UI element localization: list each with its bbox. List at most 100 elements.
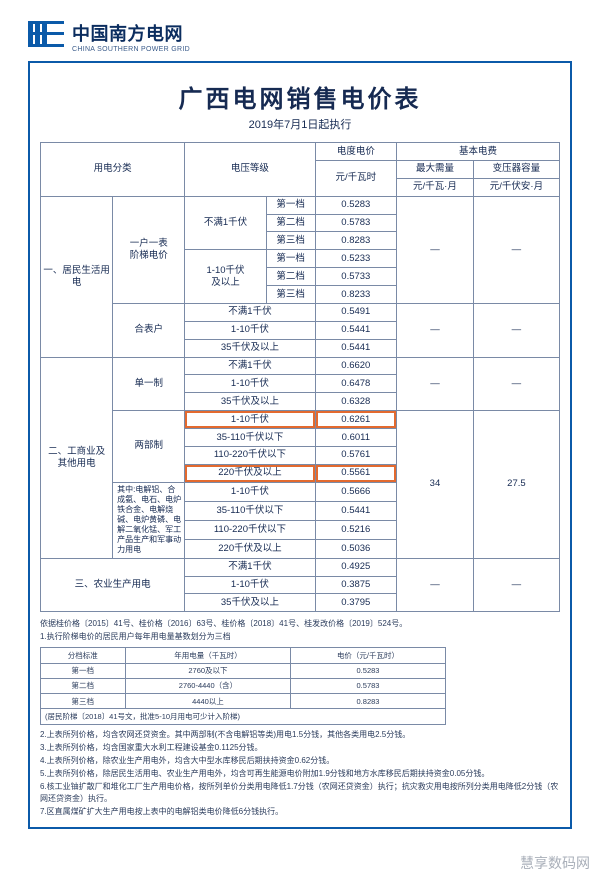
note6: 6.核工业铀扩散厂和堆化工厂生产用电价格，按所列单价分类用电降低1.7分钱（农网… xyxy=(40,781,560,805)
v: 220千伏及以上 xyxy=(185,539,315,558)
v: 110-220千伏以下 xyxy=(185,520,315,539)
t: 第一档 xyxy=(266,250,315,268)
p: 0.8233 xyxy=(315,286,396,304)
note5: 5.上表所列价格，除居民生活用电、农业生产用电外，均含可再生能源电价附加1.9分… xyxy=(40,768,560,780)
price-table: 用电分类 电压等级 电度电价 基本电费 元/千瓦时 最大需量 变压器容量 元/千… xyxy=(40,142,560,612)
footnotes: 依据桂价格〔2015〕41号、桂价格〔2016〕63号、桂价格〔2018〕41号… xyxy=(40,618,560,817)
dash: — xyxy=(473,303,559,357)
p: 0.5666 xyxy=(315,482,396,501)
hdr-category: 用电分类 xyxy=(41,143,185,197)
page-subtitle: 2019年7月1日起执行 xyxy=(40,116,560,132)
c: 0.8283 xyxy=(291,694,445,709)
t2h2: 年用电量（千瓦时） xyxy=(125,648,291,663)
c: 第一档 xyxy=(41,663,126,678)
hdr-basic: 基本电费 xyxy=(397,143,560,161)
c: 第二档 xyxy=(41,678,126,693)
v: 35千伏及以上 xyxy=(185,393,315,411)
v: 1-10千伏 xyxy=(185,321,315,339)
p: 0.5783 xyxy=(315,214,396,232)
v: 35千伏及以上 xyxy=(185,594,315,612)
v: 110-220千伏以下 xyxy=(185,446,315,464)
dash: — xyxy=(397,303,474,357)
hdr-trans: 变压器容量 xyxy=(473,160,559,178)
cat2-name: 二、工商业及其他用电 xyxy=(41,357,113,558)
hdr-trans-unit: 元/千伏安·月 xyxy=(473,178,559,196)
p: 0.3795 xyxy=(315,594,396,612)
dash: — xyxy=(473,558,559,612)
tier-table: 分档标准年用电量（千瓦时）电价（元/千瓦时） 第一档2760及以下0.5283 … xyxy=(40,647,446,724)
p: 0.4925 xyxy=(315,558,396,576)
t: 第三档 xyxy=(266,286,315,304)
c: 2760-4440（含） xyxy=(125,678,291,693)
v: 1-10千伏 xyxy=(185,576,315,594)
p: 0.5216 xyxy=(315,520,396,539)
v: 1-10千伏 xyxy=(185,375,315,393)
hdr-energy-unit: 元/千瓦时 xyxy=(315,160,396,196)
t: 第二档 xyxy=(266,268,315,286)
p: 0.6478 xyxy=(315,375,396,393)
c: 第三档 xyxy=(41,694,126,709)
logo-en: CHINA SOUTHERN POWER GRID xyxy=(72,46,190,53)
hdr-demand-unit: 元/千瓦·月 xyxy=(397,178,474,196)
r1-v2: 1-10千伏及以上 xyxy=(185,250,266,304)
note2: 2.上表所列价格，均含农网还贷资金。其中两部制(不含电解铝等类)用电1.5分钱，… xyxy=(40,729,560,741)
v: 不满1千伏 xyxy=(185,303,315,321)
p: 0.5441 xyxy=(315,501,396,520)
v: 35千伏及以上 xyxy=(185,339,315,357)
p: 0.5233 xyxy=(315,250,396,268)
dash: — xyxy=(397,558,474,612)
v-hl: 1-10千伏 xyxy=(185,411,315,429)
p: 0.5036 xyxy=(315,539,396,558)
t: 第二档 xyxy=(266,214,315,232)
r1-v1: 不满1千伏 xyxy=(185,196,266,250)
v: 不满1千伏 xyxy=(185,357,315,375)
r1-t1: 第一档 xyxy=(266,196,315,214)
cat1-g1: 一户一表阶梯电价 xyxy=(113,196,185,303)
v: 不满1千伏 xyxy=(185,558,315,576)
p: 0.5441 xyxy=(315,321,396,339)
p: 0.3875 xyxy=(315,576,396,594)
note3: 3.上表所列价格，均含国家重大水利工程建设基金0.1125分钱。 xyxy=(40,742,560,754)
dash: — xyxy=(397,196,474,303)
basic-cap: 27.5 xyxy=(473,411,559,559)
t2h3: 电价（元/千瓦时） xyxy=(291,648,445,663)
dash: — xyxy=(473,196,559,303)
p: 0.5733 xyxy=(315,268,396,286)
logo-cn: 中国南方电网 xyxy=(72,20,190,46)
p-hl: 0.6261 xyxy=(315,411,396,429)
dash: — xyxy=(397,357,474,411)
c: 0.5283 xyxy=(291,663,445,678)
p-hl: 0.5561 xyxy=(315,464,396,482)
cat2-g1: 单一制 xyxy=(113,357,185,411)
note1: 1.执行阶梯电价的居民用户每年用电量基数划分为三档 xyxy=(40,631,560,643)
hdr-energy: 电度电价 xyxy=(315,143,396,161)
ref: 依据桂价格〔2015〕41号、桂价格〔2016〕63号、桂价格〔2018〕41号… xyxy=(40,618,560,630)
cat1-g2: 合表户 xyxy=(113,303,185,357)
t: 第三档 xyxy=(266,232,315,250)
t2foot: (居民阶梯〔2018〕41号文，批准5-10月用电可少计入阶梯) xyxy=(41,709,446,724)
p: 0.5491 xyxy=(315,303,396,321)
watermark: 慧享数码网 xyxy=(520,853,590,873)
cat2-g2: 两部制 xyxy=(113,411,185,483)
cat1-name: 一、居民生活用电 xyxy=(41,196,113,357)
v-hl: 220千伏及以上 xyxy=(185,464,315,482)
p: 0.6011 xyxy=(315,429,396,447)
basic-demand: 34 xyxy=(397,411,474,559)
logo: 中国南方电网 CHINA SOUTHERN POWER GRID xyxy=(28,20,572,53)
note4: 4.上表所列价格，除农业生产用电外，均含大中型水库移民后期扶持资金0.62分钱。 xyxy=(40,755,560,767)
c: 2760及以下 xyxy=(125,663,291,678)
p: 0.6620 xyxy=(315,357,396,375)
hdr-voltage: 电压等级 xyxy=(185,143,315,197)
p: 0.5761 xyxy=(315,446,396,464)
p: 0.6328 xyxy=(315,393,396,411)
c: 0.5783 xyxy=(291,678,445,693)
v: 35-110千伏以下 xyxy=(185,501,315,520)
c: 4440以上 xyxy=(125,694,291,709)
hdr-demand: 最大需量 xyxy=(397,160,474,178)
page-title: 广西电网销售电价表 xyxy=(40,79,560,114)
p: 0.8283 xyxy=(315,232,396,250)
dash: — xyxy=(473,357,559,411)
cat2-g3: 其中:电解铝、合成氨、电石、电炉铁合金、电解烧碱、电炉黄磷、电解二氧化锰、军工产… xyxy=(113,482,185,558)
r1-p11: 0.5283 xyxy=(315,196,396,214)
p: 0.5441 xyxy=(315,339,396,357)
